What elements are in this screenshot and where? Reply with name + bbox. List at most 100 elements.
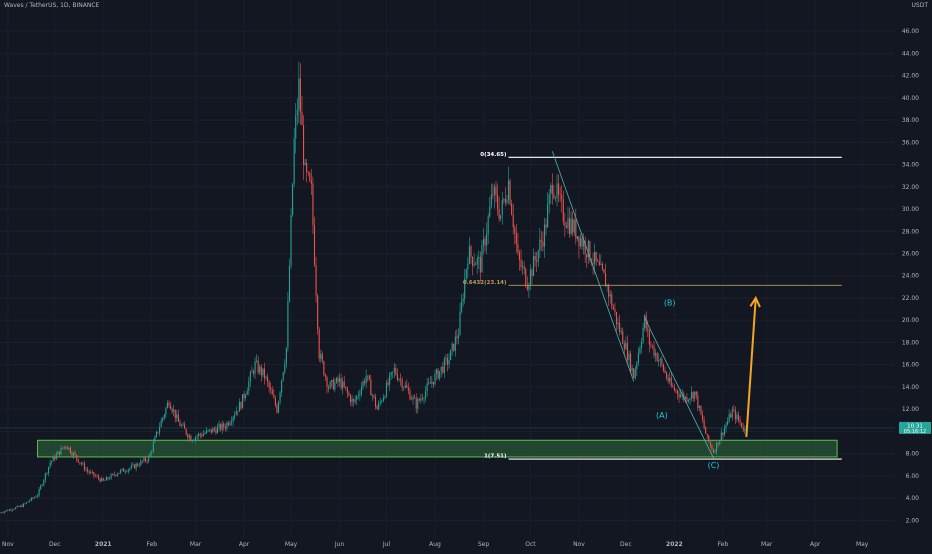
candle: [149, 451, 151, 457]
candle: [27, 501, 29, 503]
candle: [382, 393, 384, 403]
candle-body: [640, 341, 643, 348]
candle-body: [658, 360, 660, 362]
candle-body: [32, 497, 34, 499]
candle-body: [389, 375, 391, 385]
candle-body: [511, 204, 513, 215]
candle-body: [140, 460, 142, 466]
symbol-header[interactable]: Waves / TetherUS, 1D, BINANCE: [4, 2, 100, 9]
candle-body: [87, 469, 89, 472]
candle: [318, 326, 320, 363]
candle: [177, 409, 179, 422]
candle-body: [326, 377, 328, 388]
candle-body: [719, 439, 721, 445]
candle: [673, 383, 675, 393]
candle: [190, 434, 192, 442]
candle: [292, 182, 294, 218]
candle-body: [736, 414, 738, 420]
candle: [298, 61, 300, 124]
candle-body: [284, 363, 286, 373]
candle-body: [503, 199, 505, 200]
candle-body: [385, 382, 388, 397]
candle: [329, 380, 331, 390]
candle-body: [102, 478, 104, 481]
candle: [94, 473, 96, 478]
y-tick-label: 14.00: [902, 384, 919, 391]
currency-unit-label[interactable]: USDT: [911, 2, 929, 9]
candle-body: [404, 385, 406, 388]
candle: [623, 340, 625, 356]
candle: [170, 401, 172, 410]
candle-body: [74, 452, 76, 455]
candle: [248, 376, 250, 396]
candle-body: [656, 353, 658, 362]
candle-body: [675, 390, 677, 391]
candle: [675, 388, 677, 394]
candle-body: [345, 386, 347, 389]
candle-body: [615, 311, 618, 325]
candle: [310, 169, 312, 196]
candle-body: [346, 388, 348, 393]
candle: [678, 390, 680, 404]
candle-body: [85, 469, 87, 471]
candle-body: [384, 396, 386, 398]
candle: [495, 181, 497, 203]
candle: [492, 183, 494, 200]
candle-body: [633, 368, 635, 379]
candle: [698, 404, 700, 412]
candle-body: [173, 409, 175, 412]
candle: [231, 416, 233, 426]
candle: [464, 269, 466, 304]
candle-body: [137, 463, 139, 466]
candle: [461, 294, 463, 314]
candle-body: [539, 239, 541, 251]
candle-body: [310, 180, 312, 184]
candle: [317, 293, 319, 335]
candle: [625, 336, 627, 350]
candle: [689, 397, 691, 406]
candle: [33, 496, 35, 499]
candle: [448, 353, 450, 369]
candle: [49, 459, 51, 469]
candle: [395, 364, 397, 376]
candle-body: [118, 472, 120, 474]
candle: [155, 430, 158, 439]
candle: [185, 428, 187, 436]
candle-body: [425, 390, 427, 399]
candle: [423, 396, 425, 405]
candle-body: [334, 382, 336, 390]
candle: [482, 228, 485, 255]
candle: [93, 471, 95, 479]
candle: [26, 501, 28, 504]
candle-body: [709, 441, 711, 446]
candle-body: [10, 509, 12, 511]
candle-body: [30, 497, 32, 501]
candle: [223, 421, 225, 431]
x-tick-label: Dec: [620, 541, 632, 548]
candle-body: [52, 456, 54, 461]
candle: [722, 432, 724, 440]
candle-body: [442, 366, 444, 373]
candle-body: [410, 399, 413, 401]
candle-body: [486, 233, 488, 246]
candle: [727, 417, 729, 426]
candle-body: [254, 361, 256, 374]
candle-body: [468, 246, 470, 264]
candle: [210, 429, 212, 435]
candle-body: [1, 512, 3, 514]
candle: [22, 502, 25, 508]
candle: [493, 183, 495, 209]
candle-body: [307, 172, 309, 174]
candle: [503, 198, 505, 204]
candle: [127, 468, 129, 474]
candle-body: [734, 410, 736, 420]
candle: [80, 461, 82, 466]
candle-body: [151, 451, 153, 453]
candle: [642, 322, 644, 344]
candle-body: [2, 512, 4, 514]
candle-body: [617, 322, 619, 325]
current-price-tag: [899, 421, 931, 434]
candle-body: [248, 381, 250, 391]
